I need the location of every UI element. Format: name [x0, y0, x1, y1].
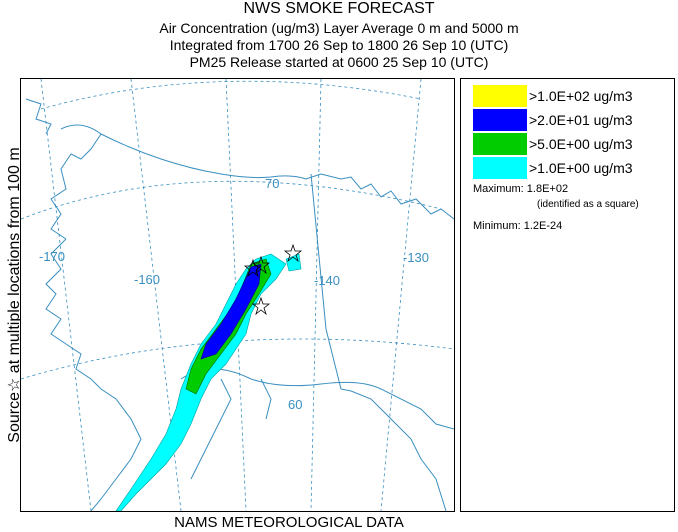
- lat-label-60: 60: [288, 397, 302, 412]
- release-start: PM25 Release started at 0600 25 Sep 10 (…: [189, 54, 489, 70]
- forecast-title: NWS SMOKE FORECAST: [243, 0, 435, 17]
- maximum-value: Maximum: 1.8E+02: [473, 183, 569, 195]
- concentration-subtitle: Air Concentration (ug/m3) Layer Average …: [159, 20, 519, 36]
- lat-label-70: 70: [265, 176, 279, 191]
- source-star-icon: [251, 255, 271, 275]
- source-star-icon: [251, 296, 271, 316]
- maximum-note: (identified as a square): [537, 199, 639, 210]
- coastline: [25, 98, 454, 511]
- lon-label-170: -170: [39, 249, 65, 264]
- legend-label-1: >1.0E+02 ug/m3: [529, 88, 633, 104]
- lon-label-140: -140: [314, 273, 340, 288]
- plume-level-1-east: [285, 253, 302, 272]
- legend-swatch-green: [473, 133, 527, 155]
- legend-panel: >1.0E+02 ug/m3 >2.0E+01 ug/m3 >5.0E+00 u…: [460, 78, 675, 512]
- legend-swatch-blue: [473, 109, 527, 131]
- lon-label-130: -130: [403, 250, 429, 265]
- data-source-footer: NAMS METEOROLOGICAL DATA: [174, 514, 404, 531]
- source-star-icon: [283, 243, 303, 263]
- source-markers: [243, 243, 303, 316]
- minimum-value: Minimum: 1.2E-24: [473, 220, 563, 232]
- integration-period: Integrated from 1700 26 Sep to 1800 26 S…: [169, 37, 509, 53]
- lon-label-160: -160: [134, 272, 160, 287]
- map-canvas: -170 -160 -140 -130 70 60: [21, 79, 454, 511]
- legend-label-2: >2.0E+01 ug/m3: [529, 112, 633, 128]
- legend-label-3: >5.0E+00 ug/m3: [529, 136, 633, 152]
- legend-swatch-yellow: [473, 85, 527, 107]
- smoke-map: -170 -160 -140 -130 70 60: [20, 78, 455, 512]
- source-star-icon: [243, 258, 263, 278]
- legend-swatch-cyan: [473, 157, 527, 179]
- legend-label-4: >1.0E+00 ug/m3: [529, 160, 633, 176]
- plume-level-3: [200, 263, 262, 360]
